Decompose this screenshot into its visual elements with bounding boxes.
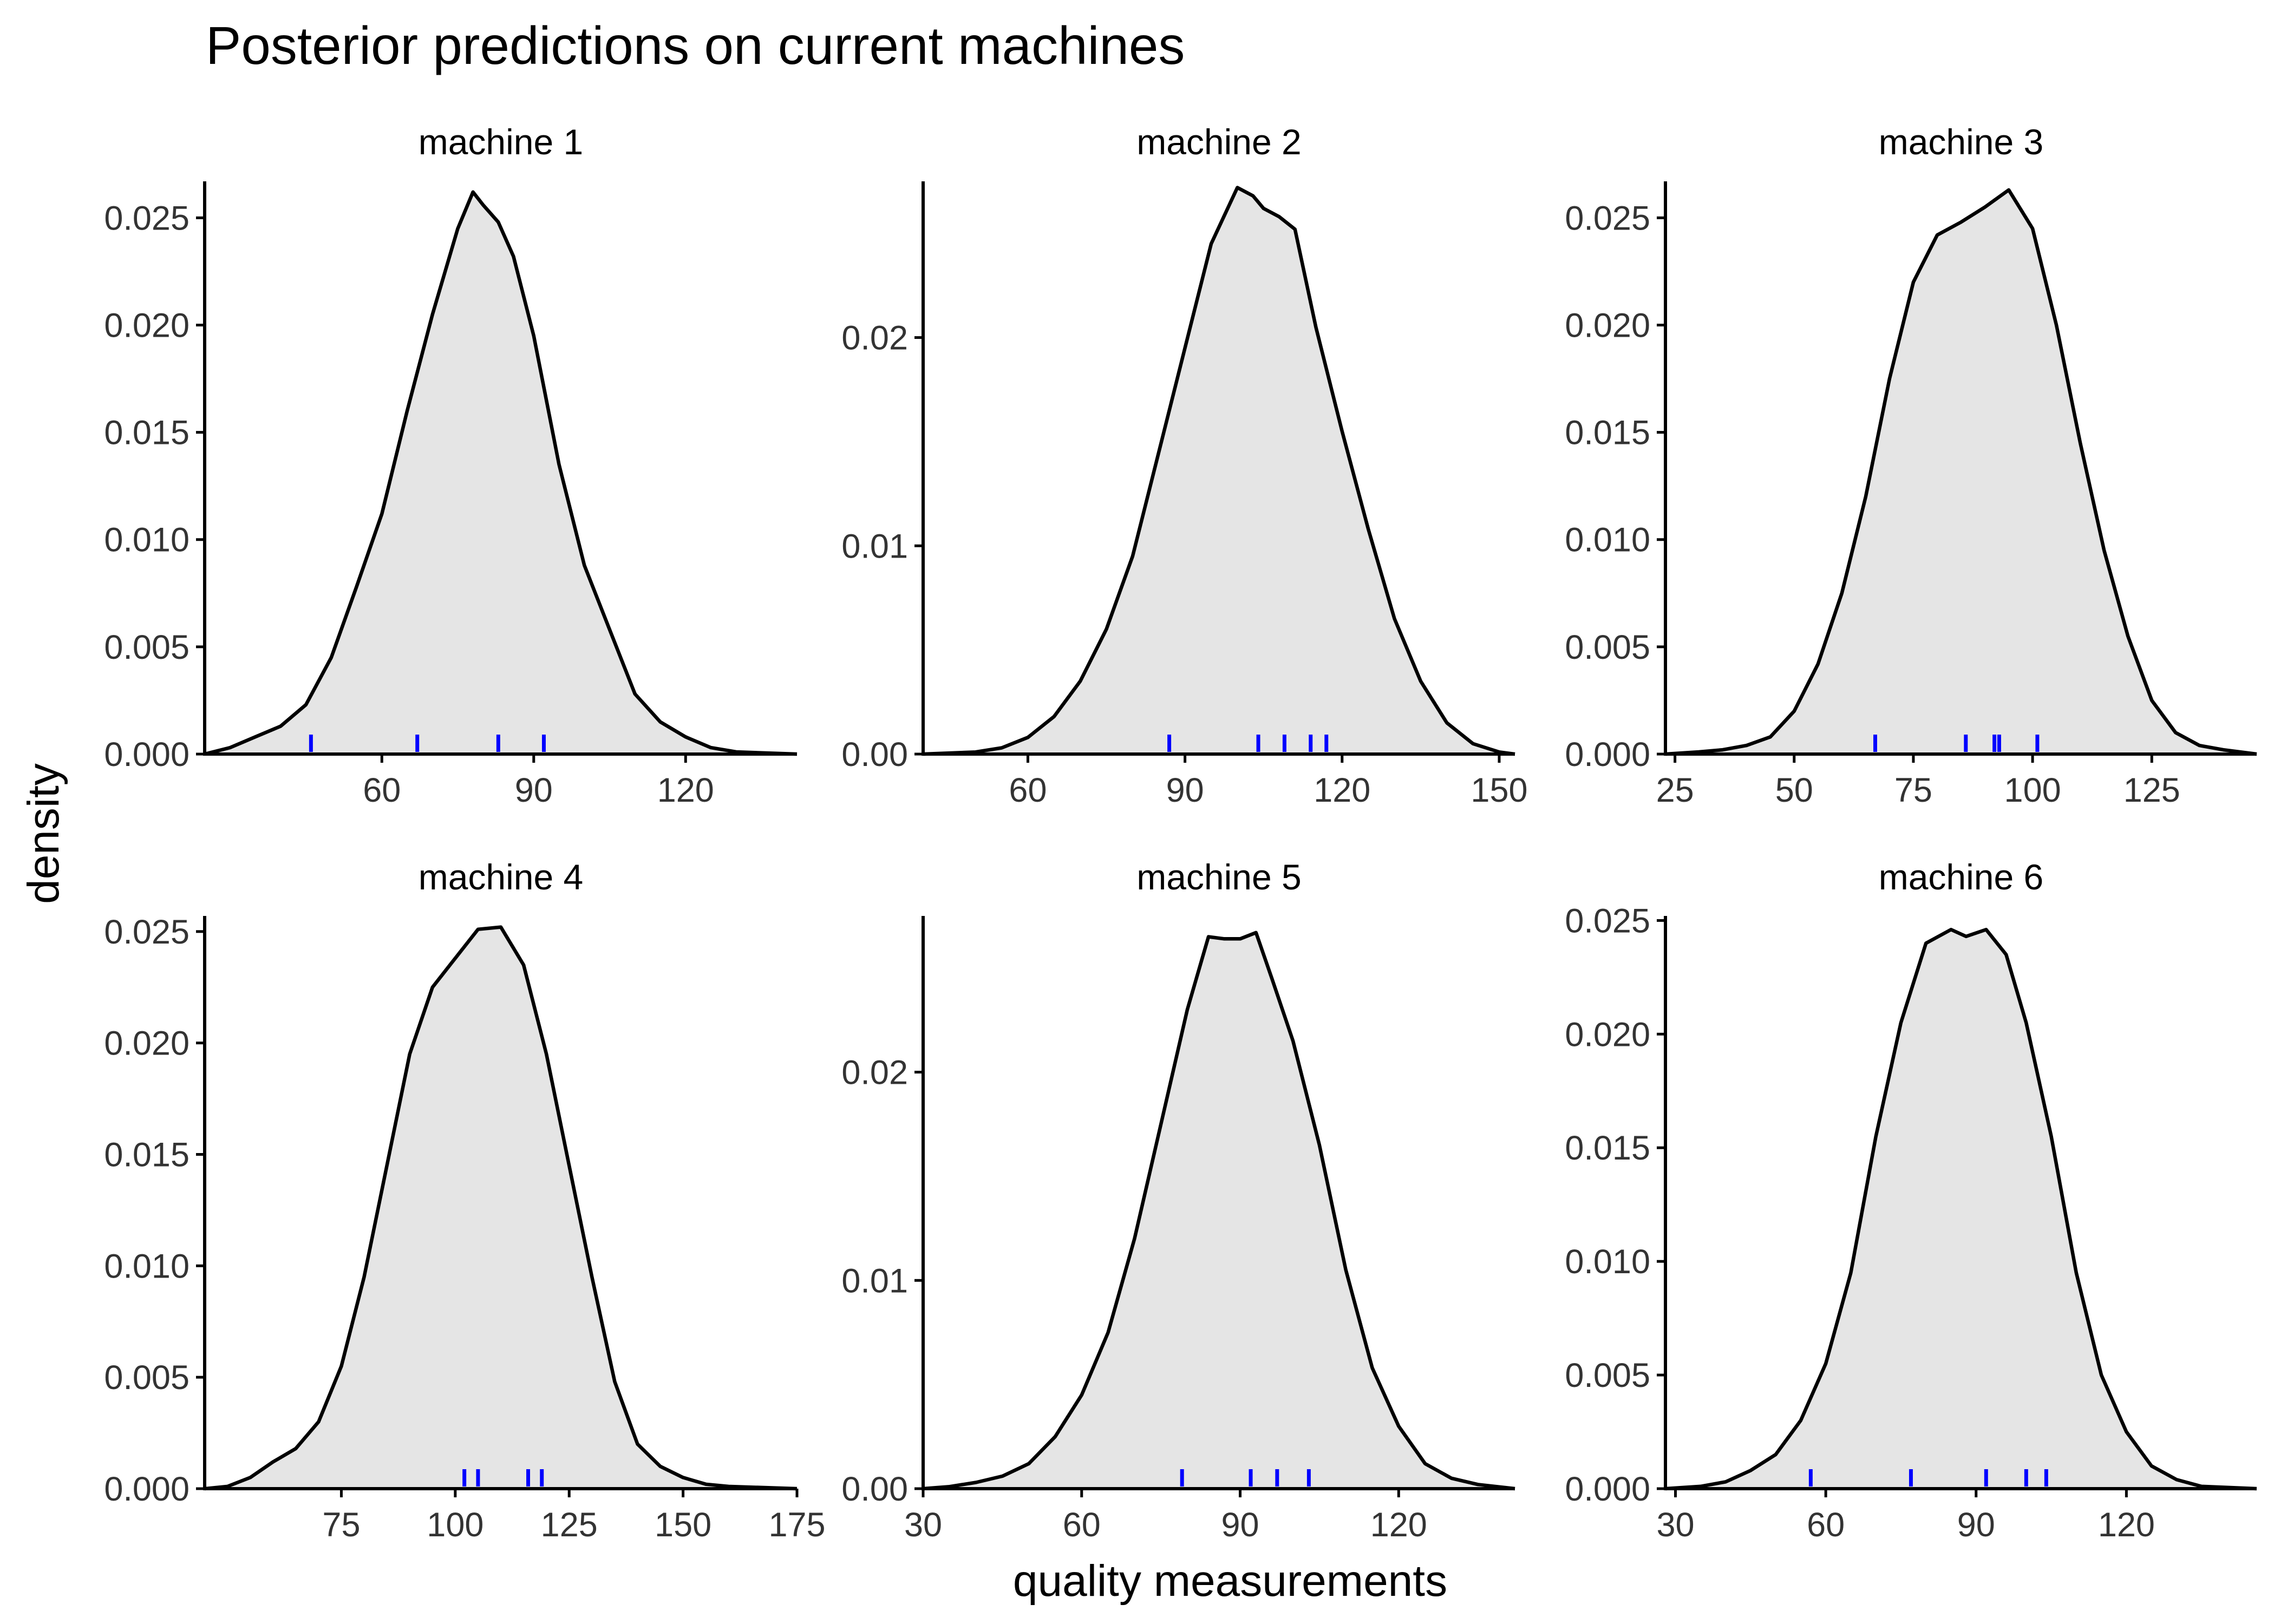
x-tick-label: 90 [1957,1506,1995,1544]
density-curve [923,931,1515,1491]
panel-machine-1: machine 1 0.000 0.005 0.010 0.015 0.020 0.025 6… [104,122,798,809]
y-tick-label: 0.015 [104,1136,190,1174]
y-tick-label: 0.020 [1565,306,1650,344]
y-axis-title: density [19,763,68,904]
y-tick-label: 0.00 [841,736,908,774]
panel-machine-5: machine 5 0.00 0.01 0.02 30 60 90 120 [841,857,1515,1544]
y-tick-label: 0.025 [1565,902,1650,940]
y-tick-label: 0.010 [1565,521,1650,559]
strip-label: machine 2 [1136,122,1302,162]
density-area [923,187,1515,754]
x-tick-label: 60 [363,771,401,809]
y-tick-label: 0.010 [104,1247,190,1285]
strip-label: machine 1 [419,122,584,162]
density-curve [923,186,1515,756]
x-tick-label: 120 [1314,771,1370,809]
y-tick-label: 0.00 [841,1470,908,1508]
density-curve [1665,927,2257,1491]
y-tick-label: 0.020 [104,306,190,344]
strip-label: machine 6 [1879,857,2044,897]
y-tick-label: 0.025 [1565,199,1650,237]
x-tick-label: 50 [1775,771,1813,809]
x-tick-label: 120 [1370,1506,1427,1544]
y-tick-label: 0.020 [104,1025,190,1063]
x-tick-label: 90 [1166,771,1204,809]
density-curve [1665,188,2257,756]
y-tick-label: 0.02 [841,1054,908,1092]
y-tick-label: 0.000 [1565,736,1650,774]
x-tick-label: 150 [1471,771,1527,809]
y-tick-label: 0.015 [104,414,190,452]
density-area [1665,929,2257,1489]
x-tick-label: 60 [1807,1506,1845,1544]
x-tick-label: 100 [427,1506,483,1544]
y-tick-label: 0.025 [104,199,190,237]
density-area [1665,189,2257,754]
facet-panels: machine 1 0.000 0.005 0.010 0.015 0.020 0.025 6… [104,122,2257,1544]
y-tick-label: 0.010 [1565,1243,1650,1281]
y-tick-label: 0.010 [104,521,190,559]
y-tick-label: 0.01 [841,527,908,565]
x-tick-label: 25 [1656,771,1694,809]
strip-label: machine 4 [419,857,584,897]
strip-label: machine 5 [1136,857,1302,897]
y-tick-label: 0.02 [841,319,908,357]
density-curve [204,925,798,1491]
y-tick-label: 0.000 [104,736,190,774]
strip-label: machine 3 [1879,122,2044,162]
x-tick-label: 120 [2098,1506,2155,1544]
x-tick-label: 30 [1656,1506,1694,1544]
y-tick-label: 0.005 [104,628,190,666]
y-tick-label: 0.005 [1565,628,1650,666]
x-tick-label: 30 [904,1506,942,1544]
density-area [205,192,797,754]
density-curve [204,190,798,756]
y-tick-label: 0.025 [104,913,190,951]
x-tick-label: 90 [515,771,553,809]
panel-machine-2: machine 2 0.00 0.01 0.02 60 90 120 150 [841,122,1527,809]
y-tick-label: 0.015 [1565,414,1650,452]
y-tick-label: 0.000 [104,1470,190,1508]
panel-machine-6: machine 6 0.000 0.005 0.010 0.015 0.020 0.025 3… [1565,857,2257,1544]
x-tick-label: 120 [657,771,714,809]
density-area [205,927,797,1489]
x-tick-label: 100 [2004,771,2061,809]
x-tick-label: 60 [1009,771,1047,809]
x-tick-label: 125 [541,1506,598,1544]
x-tick-label: 125 [2123,771,2180,809]
panel-machine-3: machine 3 0.000 0.005 0.010 0.015 0.020 0.025 2… [1565,122,2257,809]
y-tick-label: 0.005 [1565,1357,1650,1394]
x-tick-label: 150 [655,1506,711,1544]
x-tick-label: 75 [322,1506,360,1544]
x-tick-label: 60 [1063,1506,1101,1544]
y-tick-label: 0.01 [841,1262,908,1300]
x-tick-label: 90 [1221,1506,1259,1544]
x-axis-title: quality measurements [1013,1556,1447,1606]
x-tick-label: 175 [768,1506,825,1544]
panel-machine-4: machine 4 0.000 0.005 0.010 0.015 0.020 0.025 7… [104,857,825,1544]
y-tick-label: 0.005 [104,1359,190,1397]
y-tick-label: 0.000 [1565,1470,1650,1508]
y-tick-label: 0.015 [1565,1129,1650,1167]
y-tick-label: 0.020 [1565,1016,1650,1053]
density-area [923,932,1515,1489]
x-tick-label: 75 [1894,771,1932,809]
chart-title: Posterior predictions on current machine… [206,16,1185,75]
